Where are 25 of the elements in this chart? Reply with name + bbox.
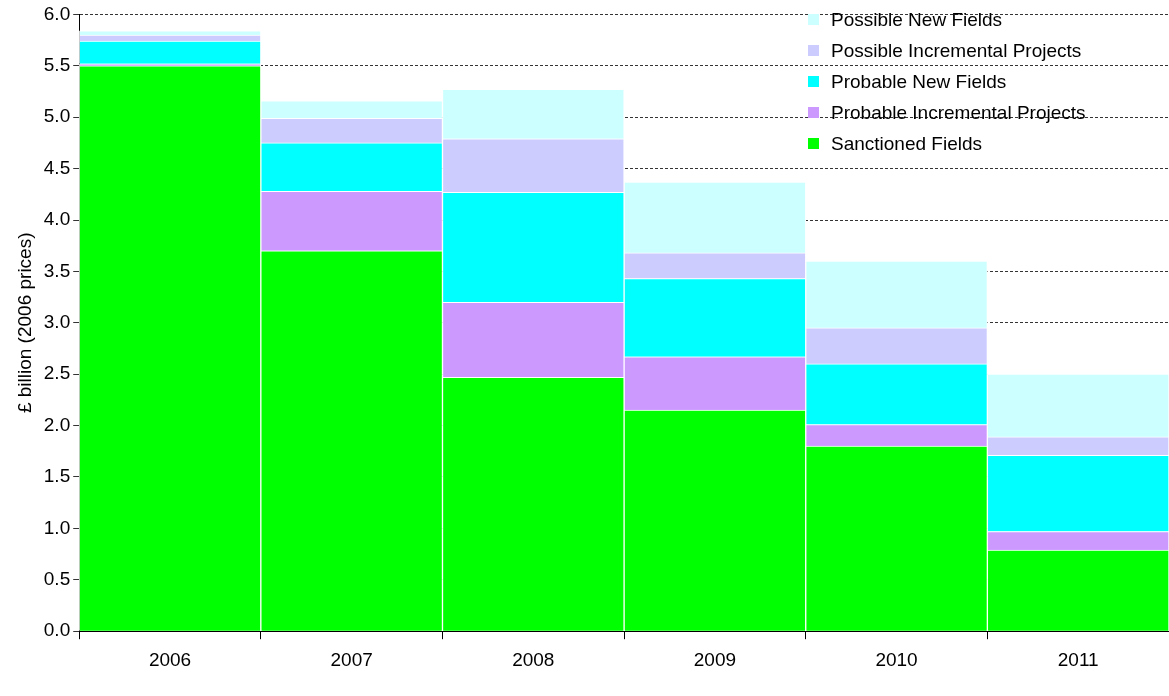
y-tick-label: 6.0 bbox=[43, 2, 71, 24]
x-tick-label: 2009 bbox=[693, 648, 737, 670]
y-tick-label: 5.0 bbox=[43, 105, 71, 127]
y-tick-label: 4.5 bbox=[43, 156, 71, 178]
legend-label: Sanctioned Fields bbox=[831, 132, 983, 156]
y-tick-label: 3.0 bbox=[43, 311, 71, 333]
legend-label: Probable New Fields bbox=[831, 70, 1007, 94]
x-tick-label: 2011 bbox=[1057, 648, 1099, 670]
y-tick-label: 4.0 bbox=[43, 208, 71, 230]
y-tick-label: 1.5 bbox=[43, 465, 71, 487]
y-tick-label: 0.5 bbox=[43, 568, 71, 590]
y-tick-label: 3.5 bbox=[43, 259, 71, 281]
legend-label: Probable Incremental Projects bbox=[831, 101, 1086, 125]
x-tick-label: 2008 bbox=[512, 648, 555, 670]
y-tick-label: 5.5 bbox=[43, 54, 71, 76]
y-tick-label: 2.5 bbox=[43, 362, 71, 384]
x-tick-label: 2010 bbox=[875, 648, 918, 670]
x-tick-label: 2007 bbox=[330, 648, 373, 670]
y-tick-label: 2.0 bbox=[43, 413, 71, 435]
y-tick-label: 1.0 bbox=[43, 516, 71, 538]
legend-label: Possible Incremental Projects bbox=[831, 39, 1082, 63]
legend-label: Possible New Fields bbox=[831, 8, 1003, 32]
y-tick-label: 0.0 bbox=[43, 619, 71, 641]
y-axis-title: £ billion (2006 prices) bbox=[13, 232, 35, 414]
x-tick-label: 2006 bbox=[148, 648, 192, 670]
